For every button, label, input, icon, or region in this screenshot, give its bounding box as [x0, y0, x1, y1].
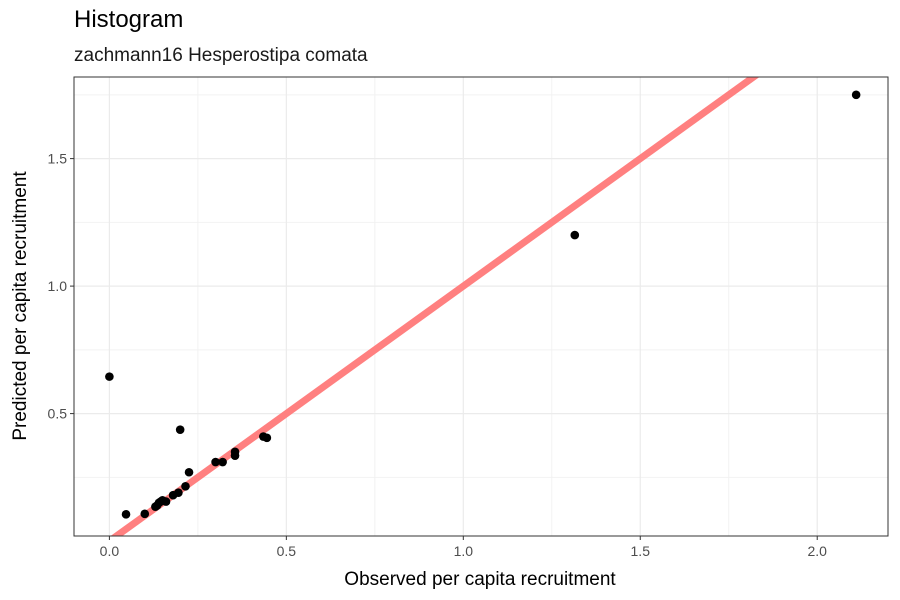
major-gridlines — [74, 77, 888, 536]
data-point — [184, 467, 194, 477]
minor-gridlines — [74, 77, 888, 536]
x-tick-label: 0.0 — [100, 543, 120, 559]
x-tick-label: 0.5 — [277, 543, 297, 559]
y-axis-title: Predicted per capita recruitment — [10, 171, 31, 441]
data-point — [218, 457, 227, 467]
x-tick-label: 2.0 — [807, 543, 827, 559]
data-point — [211, 457, 220, 467]
data-point — [851, 90, 861, 100]
data-point — [121, 510, 131, 519]
y-axis-ticks: 0.5 1.0 1.5 — [48, 151, 74, 422]
data-point — [181, 481, 190, 491]
data-point — [175, 425, 185, 434]
data-point — [570, 230, 580, 240]
panel-border — [73, 76, 889, 537]
data-points — [105, 90, 861, 519]
data-point — [262, 433, 272, 443]
reference-line-group — [110, 77, 760, 536]
chart-subtitle: zachmann16 Hesperostipa comata — [74, 45, 368, 66]
data-point — [230, 447, 240, 457]
data-point — [140, 509, 150, 519]
data-point — [105, 372, 114, 381]
chart-title: Histogram — [74, 6, 184, 33]
data-point — [161, 497, 171, 506]
identity-reference-line — [110, 77, 760, 536]
x-axis-ticks: 0.0 0.5 1.0 1.5 2.0 — [100, 536, 827, 559]
x-tick-label: 1.5 — [631, 543, 651, 559]
x-axis-title: Observed per capita recruitment — [344, 569, 616, 590]
y-tick-label: 1.5 — [48, 151, 68, 167]
data-point — [174, 488, 183, 497]
y-tick-label: 0.5 — [48, 406, 68, 422]
x-tick-label: 1.0 — [454, 543, 474, 559]
y-tick-label: 1.0 — [48, 278, 68, 294]
